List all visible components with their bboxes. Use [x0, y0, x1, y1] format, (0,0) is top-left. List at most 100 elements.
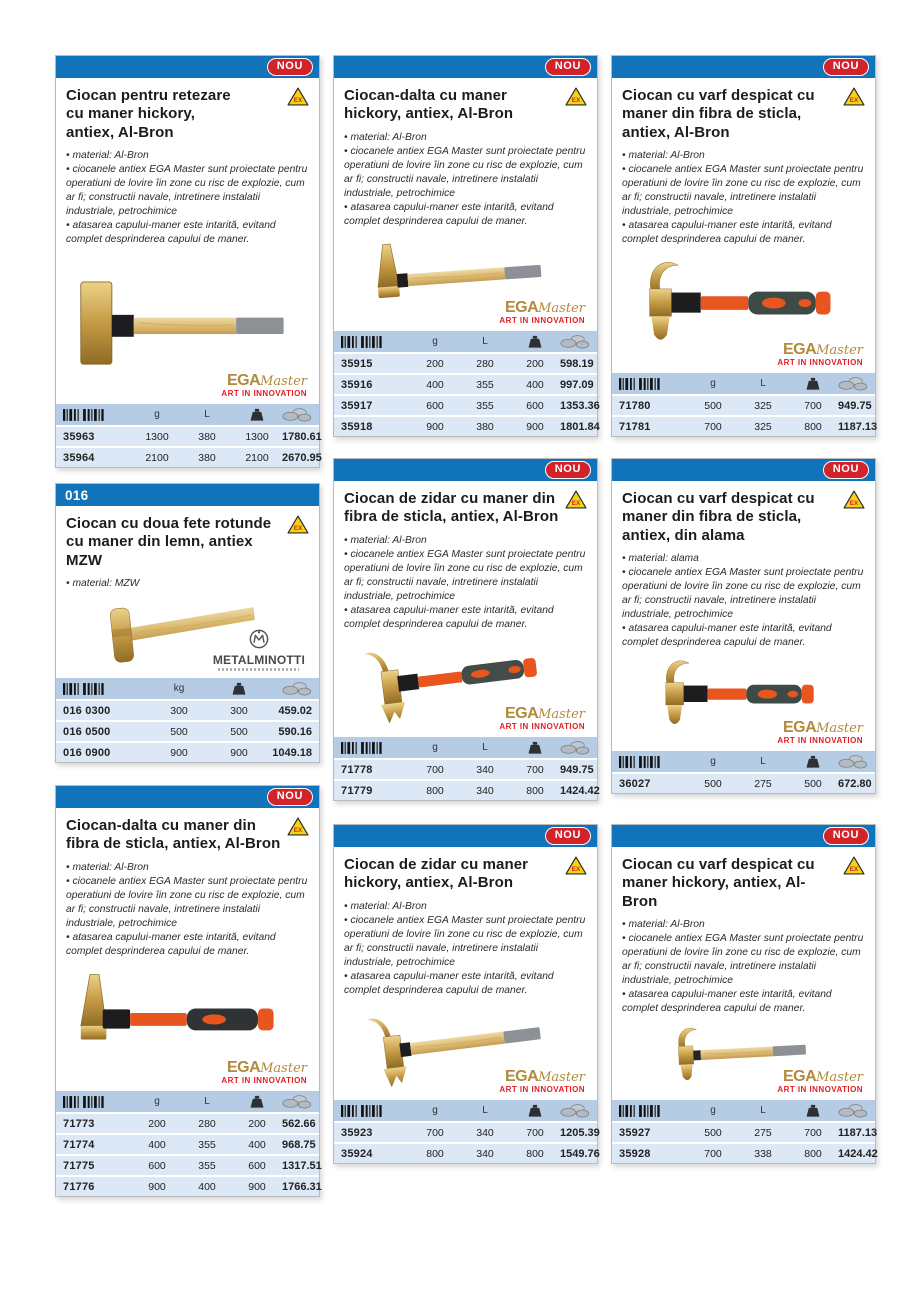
column-3: NOU Ciocan cu varf despicat cu maner din… [611, 55, 878, 1301]
spec-value: 400 [148, 1138, 166, 1151]
col-header-length: L [204, 1096, 210, 1107]
col-header-grams: g [154, 1096, 160, 1107]
ega-master-logo: EGAMaster ART IN INNOVATION [777, 341, 863, 367]
product-code: 35915 [341, 357, 373, 370]
price-value: 1205.39 [560, 1126, 600, 1139]
bullet-item: ciocanele antiex EGA Master sunt proiect… [344, 548, 587, 604]
table-row: 35927 500 275 700 1187.13 [612, 1121, 877, 1142]
spec-table-header: g L [612, 751, 875, 772]
spec-value: 700 [804, 399, 822, 412]
weight-icon [788, 1104, 838, 1117]
col-header-length: L [482, 1105, 488, 1116]
bullet-item: atasarea capului-maner este intarită, ev… [622, 988, 865, 1016]
product-title: Ciocan-dalta cu maner hickory, antiex, A… [344, 87, 514, 123]
spec-table-header: g L [334, 737, 597, 758]
bullet-item: material: Al-Bron [66, 861, 309, 875]
product-title: Ciocan pentru retezare cu maner hickory,… [66, 87, 231, 141]
product-card: NOU Ciocan cu varf despicat cu maner hic… [611, 824, 878, 1164]
spec-value: 380 [198, 430, 216, 443]
product-card: NOU Ciocan-dalta cu maner hickory, antie… [333, 55, 600, 437]
col-header-length: L [760, 756, 766, 767]
spec-value: 275 [754, 777, 772, 790]
product-card: NOU Ciocan pentru retezare cu maner hick… [55, 55, 322, 468]
spec-value: 900 [426, 420, 444, 433]
product-description: material: Al-Bronciocanele antiex EGA Ma… [622, 149, 865, 248]
weight-icon [510, 335, 560, 348]
table-row: 71778 700 340 700 949.75 [334, 758, 597, 779]
table-row: 35916 400 355 400 997.09 [334, 373, 597, 394]
product-photo-hammer [68, 269, 296, 379]
barcode-icon [56, 409, 132, 421]
product-code: 71780 [619, 399, 651, 412]
spec-value: 500 [230, 725, 248, 738]
new-badge: NOU [544, 827, 591, 845]
table-row: 35917 600 355 600 1353.36 [334, 394, 600, 415]
ega-master-logo: EGAMaster ART IN INNOVATION [777, 719, 863, 745]
new-badge: NOU [544, 461, 591, 479]
product-image-area: EGAMaster ART IN INNOVATION [622, 250, 865, 368]
bullet-item: atasarea capului-maner este intarită, ev… [66, 931, 309, 959]
spec-table: g L 35923 700 340 700 1205.39 35924 800 340 800 1… [334, 1100, 600, 1163]
price-value: 1766.31 [282, 1180, 322, 1193]
table-row: 35918 900 380 900 1801.84 [334, 415, 600, 436]
metalminotti-tagline-line [218, 668, 300, 671]
table-row: 016 0500 500 500 590.16 [56, 720, 319, 741]
table-row: 71774 400 355 400 968.75 [56, 1133, 319, 1154]
spec-table: g L 71780 500 325 700 949.75 71781 700 325 800 11… [612, 373, 877, 436]
product-title: Ciocan de zidar cu maner hickory, antiex… [344, 856, 529, 892]
spec-value: 300 [230, 704, 248, 717]
metalminotti-logo: METALMINOTTI [213, 629, 305, 671]
barcode-icon [56, 1096, 132, 1108]
table-row: 71776 900 400 900 1766.31 [56, 1175, 322, 1196]
price-value: 968.75 [282, 1138, 316, 1151]
bullet-item: material: MZW [66, 577, 309, 591]
weight-icon [232, 1095, 282, 1108]
bullet-item: ciocanele antiex EGA Master sunt proiect… [344, 914, 587, 970]
bullet-item: material: Al-Bron [344, 131, 587, 145]
product-code: 35964 [63, 451, 95, 464]
ega-master-logo: EGAMaster ART IN INNOVATION [221, 372, 307, 398]
product-code: 016 0900 [63, 746, 111, 759]
product-image-area: EGAMaster ART IN INNOVATION [344, 231, 587, 326]
table-row: 35963 1300 380 1300 1780.61 [56, 425, 322, 446]
metalminotti-mark-icon [249, 629, 269, 649]
card-body: Ciocan de zidar cu maner din fibra de st… [334, 481, 600, 800]
card-header-bar: 016 [56, 484, 319, 506]
card-body: Ciocan cu doua fete rotunde cu maner din… [56, 506, 319, 762]
card-header-bar: NOU [612, 459, 875, 481]
price-value: 2670.95 [282, 451, 322, 464]
barcode-icon [612, 1105, 688, 1117]
product-code: 35924 [341, 1147, 373, 1160]
product-image-area: EGAMaster ART IN INNOVATION [66, 250, 309, 399]
new-badge: NOU [266, 788, 313, 806]
barcode-icon [612, 756, 688, 768]
price-coins-icon [838, 1103, 875, 1118]
col-header-grams: g [710, 756, 716, 767]
spec-value: 400 [248, 1138, 266, 1151]
spec-value: 700 [426, 1126, 444, 1139]
spec-value: 700 [704, 420, 722, 433]
product-code: 35928 [619, 1147, 651, 1160]
card-header-bar: NOU [56, 56, 319, 78]
spec-value: 700 [804, 1126, 822, 1139]
spec-value: 325 [754, 399, 772, 412]
product-code: 71781 [619, 420, 651, 433]
new-badge: NOU [266, 58, 313, 76]
product-image-area: EGAMaster ART IN INNOVATION [344, 634, 587, 732]
spec-value: 380 [476, 420, 494, 433]
table-row: 71780 500 325 700 949.75 [612, 394, 875, 415]
ex-warning-icon [843, 87, 865, 106]
product-code: 71776 [63, 1180, 95, 1193]
bullet-item: material: Al-Bron [66, 149, 309, 163]
spec-table: g L 35963 1300 380 1300 1780.61 35964 2100 380 2… [56, 404, 322, 467]
table-row: 71775 600 355 600 1317.51 [56, 1154, 322, 1175]
spec-value: 340 [476, 1147, 494, 1160]
spec-value: 800 [426, 784, 444, 797]
ega-master-logo: EGAMaster ART IN INNOVATION [499, 1068, 585, 1094]
card-header-bar: NOU [56, 786, 319, 808]
spec-value: 340 [476, 1126, 494, 1139]
card-body: Ciocan cu varf despicat cu maner din fib… [612, 481, 875, 793]
product-code: 35963 [63, 430, 95, 443]
ex-warning-icon [565, 490, 587, 509]
table-row: 35924 800 340 800 1549.76 [334, 1142, 600, 1163]
